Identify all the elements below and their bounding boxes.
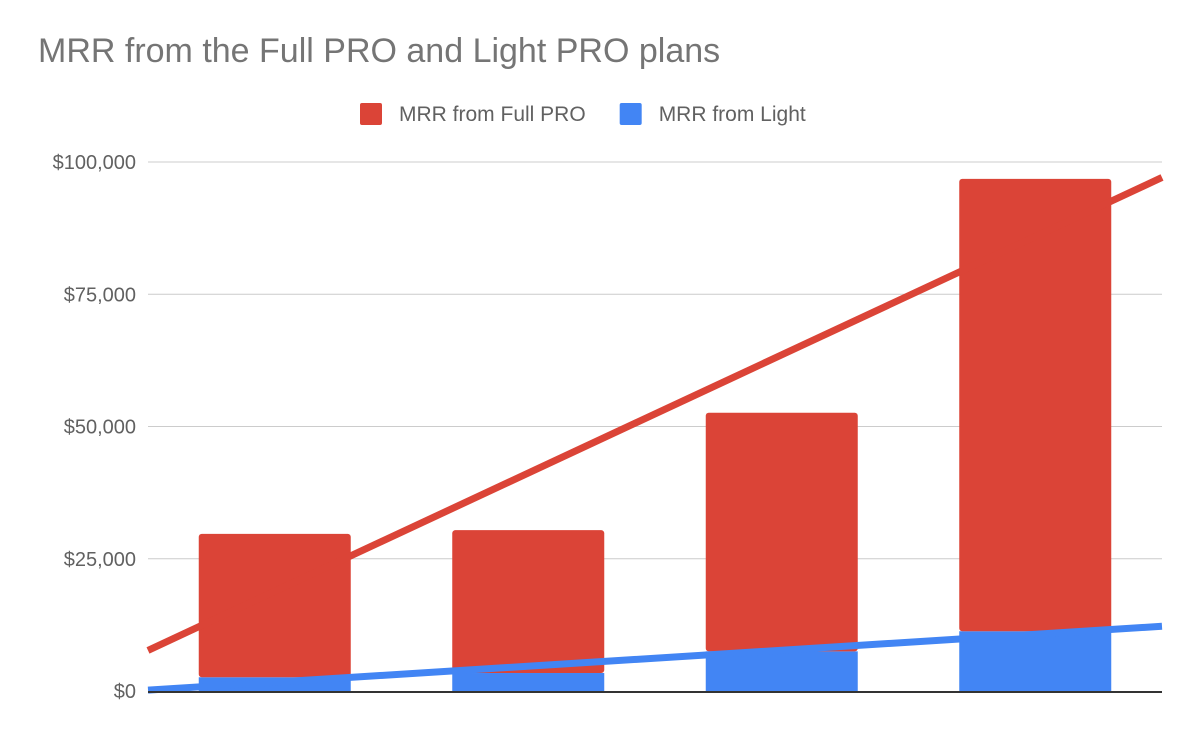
bar — [198, 533, 351, 678]
bar — [705, 651, 858, 691]
legend-swatch — [360, 103, 382, 125]
chart-title: MRR from the Full PRO and Light PRO plan… — [38, 32, 721, 70]
bar — [452, 673, 605, 691]
legend-label: MRR from Light — [659, 103, 806, 126]
bar — [959, 631, 1112, 691]
legend-swatch — [619, 103, 642, 125]
trendline — [147, 622, 1163, 694]
y-tick-label: $0 — [114, 681, 136, 703]
y-tick-label: $50,000 — [64, 417, 136, 439]
y-tick-label: $25,000 — [64, 549, 136, 571]
trendline — [146, 174, 1164, 654]
legend-label: MRR from Full PRO — [399, 103, 586, 126]
bar — [452, 530, 605, 674]
y-tick-label: $100,000 — [53, 152, 136, 174]
bar — [959, 178, 1112, 632]
y-tick-label: $75,000 — [64, 284, 136, 306]
bar — [705, 412, 858, 652]
